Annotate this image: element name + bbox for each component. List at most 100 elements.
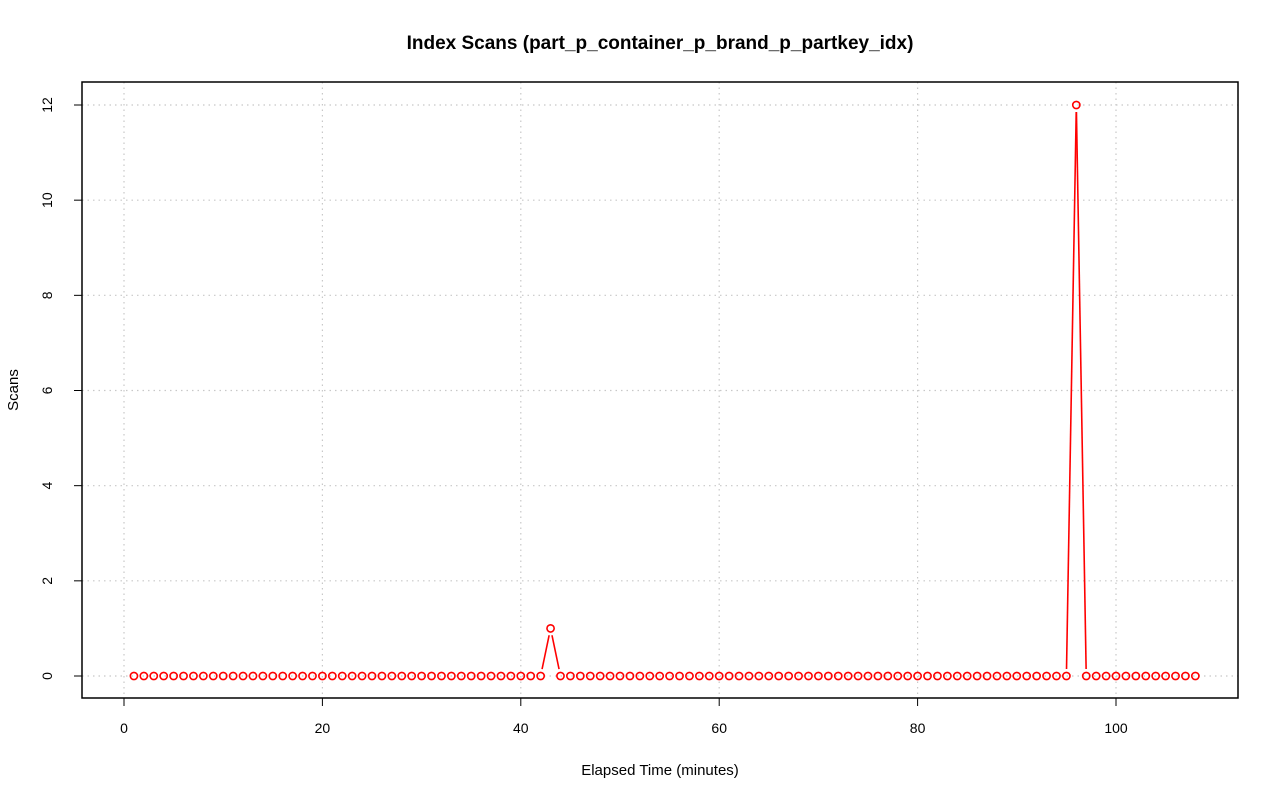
data-point xyxy=(675,671,684,681)
data-point xyxy=(1012,671,1022,681)
data-point xyxy=(149,671,159,681)
data-point xyxy=(1171,671,1180,681)
data-point xyxy=(933,671,942,681)
series-scans xyxy=(129,100,1200,681)
data-point xyxy=(258,671,268,681)
data-point xyxy=(1161,671,1170,681)
data-point xyxy=(625,671,635,681)
data-point xyxy=(992,671,1002,681)
data-point xyxy=(407,671,417,681)
data-point xyxy=(1141,671,1151,681)
data-point xyxy=(139,671,149,681)
data-point xyxy=(655,671,665,681)
data-point xyxy=(1091,671,1101,681)
y-tick-label: 0 xyxy=(39,672,55,680)
data-point xyxy=(665,671,674,681)
x-tick-label: 60 xyxy=(711,720,727,736)
x-axis-label: Elapsed Time (minutes) xyxy=(581,762,739,779)
data-point xyxy=(794,671,803,681)
data-point xyxy=(754,671,764,681)
data-point xyxy=(1111,671,1121,681)
data-point xyxy=(546,624,555,633)
data-point xyxy=(903,671,913,681)
data-point xyxy=(883,671,893,681)
data-point xyxy=(1101,671,1111,681)
data-point xyxy=(189,671,198,681)
data-point xyxy=(486,671,496,681)
data-point xyxy=(893,671,903,681)
x-tick-label: 20 xyxy=(315,720,331,736)
data-point xyxy=(873,671,883,681)
data-point xyxy=(1151,671,1161,681)
data-point xyxy=(923,671,932,681)
series-line-segment xyxy=(1065,111,1077,670)
data-point xyxy=(566,671,575,681)
data-point xyxy=(327,671,337,681)
y-tick-label: 2 xyxy=(39,577,55,585)
data-point xyxy=(863,671,873,681)
data-point xyxy=(853,671,863,681)
data-point xyxy=(208,671,218,681)
data-point xyxy=(1121,671,1131,681)
x-axis: 0 20 40 60 80 100 xyxy=(120,697,1128,736)
data-point xyxy=(962,671,972,681)
data-point xyxy=(347,671,357,681)
data-point xyxy=(585,671,595,681)
data-point xyxy=(595,671,605,681)
data-point xyxy=(1062,671,1071,681)
data-point xyxy=(129,671,139,681)
data-point xyxy=(308,671,317,681)
data-point xyxy=(526,671,536,681)
series-line-segment xyxy=(541,635,550,670)
data-point xyxy=(1131,671,1141,681)
x-tick-label: 40 xyxy=(513,720,529,736)
data-point xyxy=(179,671,188,681)
y-tick-label: 12 xyxy=(39,97,55,113)
data-point xyxy=(437,671,446,681)
data-point xyxy=(198,671,208,681)
y-axis: 0 2 4 6 8 10 12 xyxy=(39,97,82,680)
data-point xyxy=(248,671,258,681)
data-point xyxy=(298,671,307,681)
data-point xyxy=(218,671,228,681)
data-point xyxy=(1032,671,1042,681)
data-point xyxy=(228,671,238,681)
data-point xyxy=(159,671,169,681)
x-tick-label: 100 xyxy=(1104,720,1128,736)
data-point xyxy=(1052,671,1061,681)
data-point xyxy=(635,671,645,681)
data-point xyxy=(317,671,327,681)
series-line-segment xyxy=(551,635,560,670)
data-point xyxy=(496,671,506,681)
data-point xyxy=(714,671,724,681)
data-point xyxy=(1042,671,1051,681)
data-point xyxy=(1181,671,1190,681)
data-point xyxy=(268,671,278,681)
data-point xyxy=(804,671,813,681)
data-point xyxy=(694,671,704,681)
y-tick-label: 10 xyxy=(39,192,55,208)
data-point xyxy=(913,671,922,681)
data-point xyxy=(982,671,992,681)
data-point xyxy=(427,671,436,681)
data-point xyxy=(397,671,407,681)
data-point xyxy=(169,671,178,681)
data-point xyxy=(536,671,546,681)
data-point xyxy=(645,671,655,681)
series-line-segment xyxy=(1075,111,1087,670)
data-point xyxy=(417,671,426,681)
data-point xyxy=(288,671,298,681)
data-point xyxy=(1081,671,1091,681)
data-point xyxy=(476,671,486,681)
data-point xyxy=(367,671,377,681)
y-tick-label: 6 xyxy=(39,386,55,394)
y-axis-label: Scans xyxy=(5,369,22,411)
data-point xyxy=(685,671,694,681)
data-point xyxy=(734,671,744,681)
data-point xyxy=(556,671,565,681)
data-point xyxy=(456,671,466,681)
data-point xyxy=(823,671,833,681)
data-point xyxy=(774,671,784,681)
x-tick-label: 80 xyxy=(910,720,926,736)
